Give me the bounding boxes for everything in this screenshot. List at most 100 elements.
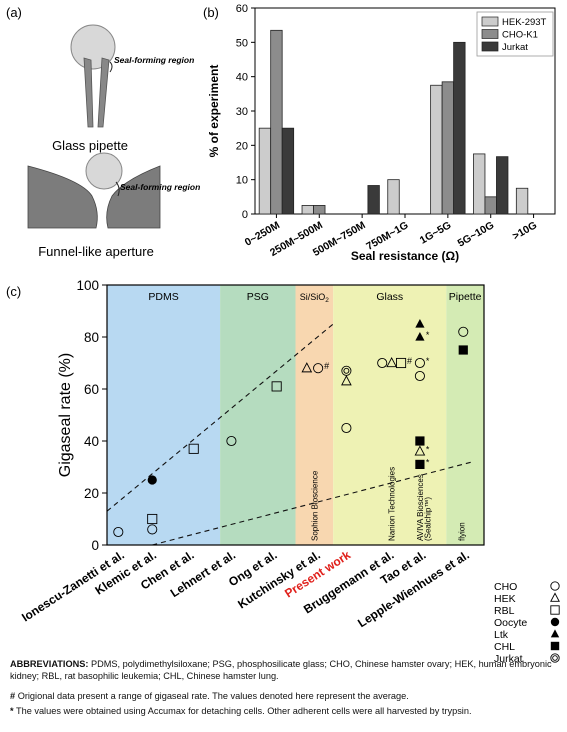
marker-rbl bbox=[188, 443, 199, 454]
scatter-legend-label: Jurkat bbox=[494, 653, 523, 665]
bar-legend-swatch bbox=[481, 29, 499, 39]
scatter-y-axis-label: Gigaseal rate (%) bbox=[57, 353, 74, 478]
schematic-panel: (a) Seal-forming region Glass pipette Se… bbox=[6, 5, 200, 259]
footnote-star: * The values were obtained using Accumax… bbox=[10, 705, 562, 717]
point-note: # bbox=[324, 361, 329, 371]
bar-y-tick-label: 20 bbox=[236, 140, 248, 152]
marker-chl bbox=[415, 436, 425, 446]
scatter-legend-label: Ltk bbox=[494, 629, 509, 641]
marker-cho bbox=[147, 524, 158, 535]
footnote-star-symbol: * bbox=[10, 705, 14, 716]
marker-rbl bbox=[550, 605, 560, 615]
marker-jurkat bbox=[341, 365, 352, 376]
bar-y-axis-label: % of experiment bbox=[207, 65, 221, 158]
bar-y-tick-label: 60 bbox=[236, 3, 248, 15]
bar-y-tick-label: 30 bbox=[236, 106, 248, 118]
bar-chart: 01020304050600~250M250M~500M500M~750M750… bbox=[207, 3, 556, 263]
abbreviations-text: PDMS, polydimethylsiloxane; PSG, phospho… bbox=[10, 659, 552, 682]
pipette-seal-label: Seal-forming region bbox=[114, 55, 194, 65]
marker-hek bbox=[301, 362, 313, 373]
bar-legend-swatch bbox=[481, 16, 499, 27]
region-band bbox=[107, 285, 221, 545]
region-band bbox=[333, 285, 447, 545]
bar-x-tick-label: 750M~1G bbox=[364, 219, 410, 253]
point-note: * bbox=[426, 356, 430, 366]
bar bbox=[496, 156, 509, 215]
pipette-caption: Glass pipette bbox=[52, 138, 128, 153]
marker-hek bbox=[414, 445, 426, 456]
vertical-note: AVIVA Biosciences bbox=[416, 474, 425, 541]
marker-hek bbox=[386, 356, 397, 368]
region-band bbox=[446, 285, 484, 545]
bar-y-tick-label: 40 bbox=[236, 72, 248, 84]
panel-label-b: (b) bbox=[203, 5, 219, 20]
bar bbox=[258, 127, 272, 215]
point-note: * bbox=[426, 444, 430, 454]
scatter-chart: PDMS PSG Si/SiO2 Glass Pipette Sophion Biosci… bbox=[19, 278, 560, 665]
bar bbox=[387, 179, 400, 215]
marker-oocyte bbox=[147, 475, 157, 485]
marker-cho bbox=[550, 581, 560, 591]
panel-label-c: (c) bbox=[6, 284, 21, 299]
scatter-y-tick-label: 20 bbox=[84, 486, 99, 501]
marker-ltk bbox=[415, 331, 425, 341]
scatter-y-tick-label: 0 bbox=[91, 538, 99, 553]
glass-pipette-icon bbox=[70, 24, 116, 128]
bar-x-tick-label: >10G bbox=[511, 219, 540, 242]
bar bbox=[430, 84, 443, 215]
region-label: Pipette bbox=[449, 291, 482, 303]
region-label: Glass bbox=[376, 291, 403, 303]
bar-x-axis-label: Seal resistance (Ω) bbox=[351, 249, 459, 263]
scatter-y-tick-label: 80 bbox=[84, 330, 99, 345]
region-label: PSG bbox=[247, 291, 269, 303]
marker-hek bbox=[550, 592, 560, 602]
region-band bbox=[220, 285, 296, 545]
vertical-note: (Sealchip™) bbox=[423, 497, 432, 541]
marker-cho bbox=[458, 326, 469, 337]
abbreviations-head: ABBREVIATIONS: bbox=[10, 659, 89, 669]
marker-cho bbox=[113, 526, 124, 538]
region-label-sub: 2 bbox=[325, 297, 329, 304]
point-note: * bbox=[426, 457, 430, 467]
marker-ltk bbox=[415, 318, 425, 328]
bar-legend-label: HEK-293T bbox=[502, 17, 547, 28]
scatter-plot-frame bbox=[106, 284, 485, 546]
bar-legend-label: Jurkat bbox=[502, 42, 528, 53]
footnotes: ABBREVIATIONS: PDMS, polydimethylsiloxan… bbox=[10, 658, 562, 719]
footnote-star-text: The values were obtained using Accumax f… bbox=[15, 705, 472, 716]
bar bbox=[301, 205, 314, 215]
marker-oocyte bbox=[550, 617, 560, 627]
scatter-legend-label: Oocyte bbox=[494, 617, 527, 629]
funnel-aperture-icon bbox=[27, 152, 161, 229]
bar bbox=[515, 187, 529, 215]
marker-rbl bbox=[271, 381, 282, 392]
region-label: PDMS bbox=[148, 291, 178, 303]
marker-ltk bbox=[550, 629, 560, 638]
bar-x-tick-label: 1G~5G bbox=[418, 219, 454, 246]
bar-y-tick-label: 50 bbox=[236, 37, 248, 49]
marker-hek bbox=[341, 375, 352, 386]
bar-x-tick-label: 5G~10G bbox=[456, 219, 497, 249]
marker-rbl bbox=[147, 513, 158, 525]
vertical-note: Sophion Bioscience bbox=[310, 470, 319, 541]
footnote-hash-symbol: # bbox=[10, 691, 16, 702]
marker-cho bbox=[377, 357, 388, 369]
abbreviations: ABBREVIATIONS: PDMS, polydimethylsiloxan… bbox=[10, 658, 562, 682]
marker-cho bbox=[414, 357, 425, 369]
bar bbox=[270, 29, 283, 215]
bar bbox=[453, 41, 466, 215]
bar-y-tick-label: 10 bbox=[236, 175, 248, 187]
point-note: # bbox=[407, 356, 412, 366]
footnote-hash-text: Origional data present a range of gigase… bbox=[17, 691, 409, 702]
vertical-note: flyion bbox=[457, 522, 466, 541]
trend-line bbox=[152, 461, 473, 546]
bar-legend-swatch bbox=[481, 41, 499, 52]
marker-rbl bbox=[396, 357, 407, 369]
region-label: Si/SiO2 bbox=[300, 292, 330, 304]
bar bbox=[281, 127, 295, 215]
scatter-legend-label: CHL bbox=[494, 641, 515, 653]
bar bbox=[484, 196, 497, 215]
vertical-note: Nanion Technologies bbox=[388, 467, 397, 541]
point-note: * bbox=[426, 330, 430, 340]
